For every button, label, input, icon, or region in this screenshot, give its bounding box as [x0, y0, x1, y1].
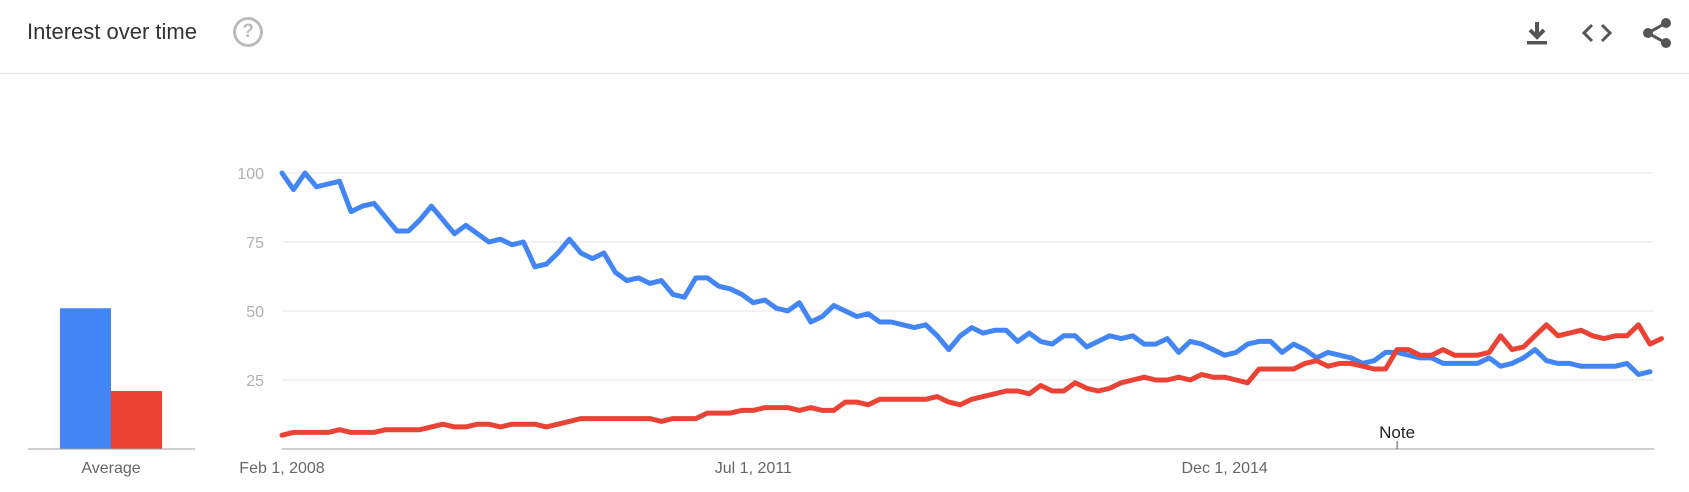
chart-header: Interest over time ?	[0, 0, 1689, 74]
share-button[interactable]	[1640, 17, 1674, 49]
grid-lines	[282, 172, 1654, 450]
series-line-1	[279, 322, 1664, 438]
y-tick-label-100: 100	[237, 166, 264, 183]
axis-labels: 25 50 75 100 Feb 1, 2008 Jul 1, 2011 Dec 1, 20…	[81, 166, 1415, 477]
average-bar-0	[60, 308, 111, 449]
y-tick-label-75: 75	[246, 235, 264, 252]
help-circle-icon[interactable]: ?	[233, 17, 263, 47]
average-bars	[28, 308, 195, 450]
embed-button[interactable]	[1580, 17, 1614, 49]
share-icon	[1643, 18, 1671, 48]
series-line-0	[279, 170, 1653, 377]
download-icon	[1527, 22, 1547, 45]
y-tick-label-50: 50	[246, 304, 264, 321]
average-bar-1	[111, 391, 162, 449]
x-tick-label-1: Jul 1, 2011	[715, 460, 792, 477]
interest-chart: 25 50 75 100 Feb 1, 2008 Jul 1, 2011 Dec 1, 20…	[28, 166, 1664, 477]
note-label: Note	[1379, 423, 1415, 442]
chart-title: Interest over time	[27, 19, 197, 44]
embed-code-icon	[1581, 23, 1613, 43]
x-tick-label-2: Dec 1, 2014	[1182, 460, 1268, 477]
y-tick-label-25: 25	[246, 373, 264, 390]
series-lines	[279, 170, 1664, 438]
average-label: Average	[81, 460, 140, 477]
download-button[interactable]	[1520, 17, 1554, 49]
x-tick-label-0: Feb 1, 2008	[239, 460, 325, 477]
